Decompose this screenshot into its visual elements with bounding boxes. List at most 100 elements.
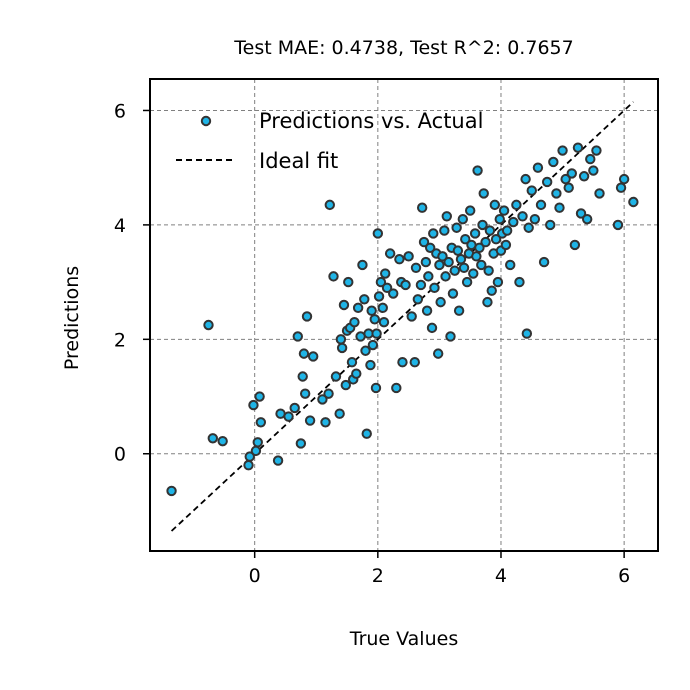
scatter-points	[166, 142, 639, 497]
data-point	[377, 302, 388, 314]
data-point	[203, 319, 214, 331]
data-point	[349, 316, 360, 328]
data-point	[551, 188, 562, 199]
data-point	[378, 316, 390, 328]
data-point	[572, 142, 584, 153]
y-axis-label: Predictions	[61, 266, 83, 370]
data-point	[428, 228, 439, 239]
data-point	[492, 276, 504, 288]
data-point	[443, 256, 454, 268]
data-point	[526, 185, 537, 196]
data-point	[566, 168, 577, 179]
data-point	[217, 435, 228, 447]
data-point	[381, 282, 393, 294]
data-point	[482, 296, 493, 308]
data-point	[367, 339, 379, 351]
data-point	[412, 294, 424, 305]
data-point	[394, 254, 405, 265]
data-point	[421, 305, 433, 316]
y-tick-label: 2	[114, 329, 126, 351]
data-point	[457, 213, 469, 225]
data-point	[426, 322, 438, 334]
legend-marker-predictions	[200, 115, 212, 127]
data-point	[338, 299, 350, 311]
data-point	[618, 173, 630, 185]
data-point	[480, 236, 491, 248]
data-point	[307, 351, 319, 362]
data-point	[441, 211, 452, 222]
data-point	[289, 402, 300, 414]
data-point	[375, 276, 387, 288]
data-point	[548, 156, 559, 168]
data-point	[397, 357, 408, 368]
data-point	[292, 331, 303, 342]
data-point	[445, 331, 456, 342]
data-point	[486, 285, 497, 296]
data-point	[272, 455, 284, 466]
data-point	[295, 438, 307, 449]
data-point	[388, 288, 399, 299]
data-point	[435, 296, 446, 308]
data-point	[545, 219, 556, 231]
x-axis-ticks: 0 2 4 6	[249, 551, 630, 587]
data-point	[557, 145, 568, 156]
data-point	[336, 342, 348, 354]
grid-lines	[150, 79, 658, 551]
data-point	[449, 265, 460, 276]
data-point	[423, 271, 434, 282]
data-point	[403, 251, 414, 262]
data-point	[320, 417, 331, 428]
data-point	[298, 348, 310, 359]
data-point	[297, 371, 308, 382]
data-point	[380, 268, 391, 279]
data-point	[432, 348, 444, 359]
data-point	[283, 411, 294, 422]
data-point	[458, 262, 470, 273]
data-point	[437, 251, 448, 262]
legend-label-predictions: Predictions vs. Actual	[259, 109, 483, 133]
data-point	[569, 239, 581, 251]
data-point	[360, 345, 371, 356]
data-point	[420, 256, 432, 268]
data-point	[415, 279, 427, 291]
data-point	[585, 153, 596, 165]
data-point	[451, 222, 462, 233]
x-tick-label: 4	[495, 565, 507, 587]
data-point	[384, 248, 396, 259]
data-point	[494, 213, 505, 225]
data-point	[594, 188, 605, 199]
data-point	[372, 228, 384, 239]
data-point	[373, 291, 385, 302]
data-point	[335, 334, 347, 345]
data-point	[508, 216, 519, 228]
data-point	[323, 388, 334, 399]
data-point	[615, 182, 627, 193]
data-point	[391, 382, 402, 394]
data-point	[328, 271, 339, 282]
data-point	[461, 276, 473, 288]
data-point	[464, 205, 476, 216]
data-point	[452, 245, 464, 256]
x-tick-label: 6	[618, 565, 630, 587]
data-point	[359, 294, 370, 305]
x-tick-label: 2	[372, 565, 384, 587]
data-point	[535, 199, 547, 211]
data-point	[250, 445, 262, 457]
data-point	[166, 485, 177, 497]
data-point	[406, 311, 417, 322]
data-point	[455, 254, 467, 265]
data-point	[324, 199, 336, 211]
data-point	[299, 388, 311, 399]
y-tick-label: 4	[114, 215, 126, 237]
data-point	[560, 173, 571, 185]
data-point	[505, 259, 516, 271]
data-point	[490, 233, 502, 245]
data-point	[334, 408, 345, 419]
data-point	[453, 305, 465, 316]
data-point	[369, 314, 380, 325]
data-point	[410, 262, 422, 273]
y-tick-label: 6	[114, 100, 126, 122]
data-point	[529, 213, 541, 225]
data-point	[243, 459, 254, 471]
data-point	[207, 433, 219, 444]
